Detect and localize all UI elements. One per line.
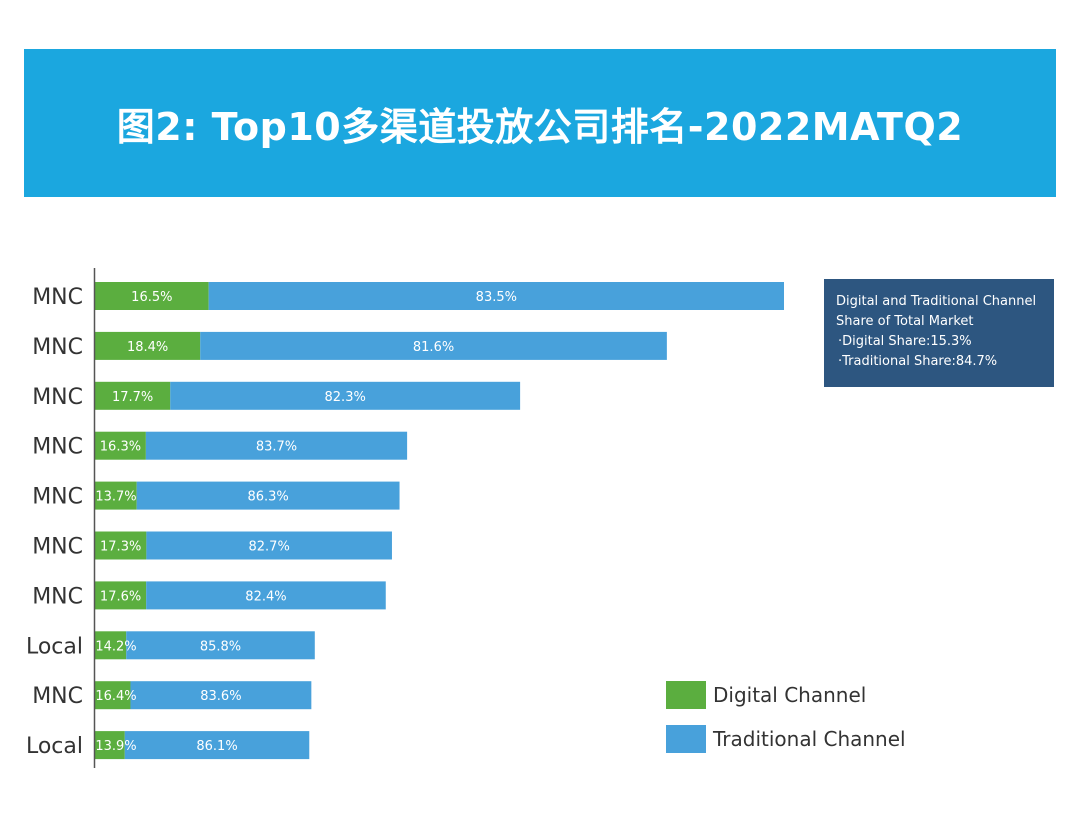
data-label-traditional-2: 81.6% bbox=[413, 340, 454, 355]
bar-traditional-9 bbox=[130, 681, 312, 710]
legend-swatch-traditional bbox=[666, 725, 706, 753]
bar-traditional-1 bbox=[208, 282, 784, 310]
bar-traditional-7 bbox=[146, 581, 386, 610]
data-label-digital-5: 13.7% bbox=[95, 490, 136, 505]
category-label-3: MNC bbox=[32, 385, 83, 410]
bar-traditional-3 bbox=[170, 381, 521, 410]
category-label-8: Local bbox=[26, 634, 83, 659]
data-label-digital-6: 17.3% bbox=[100, 540, 141, 555]
bar-traditional-6 bbox=[146, 531, 392, 560]
bar-digital-8 bbox=[95, 631, 127, 660]
category-label-4: MNC bbox=[32, 435, 83, 460]
bar-digital-9 bbox=[95, 681, 131, 710]
bar-digital-7 bbox=[95, 581, 147, 610]
data-label-traditional-3: 82.3% bbox=[325, 390, 366, 405]
category-label-1: MNC bbox=[32, 285, 83, 310]
data-label-digital-4: 16.3% bbox=[100, 440, 141, 455]
data-label-digital-2: 18.4% bbox=[127, 340, 168, 355]
data-label-traditional-1: 83.5% bbox=[476, 290, 517, 305]
legend-swatch-digital bbox=[666, 681, 706, 709]
data-label-digital-8: 14.2% bbox=[95, 639, 136, 654]
category-label-7: MNC bbox=[32, 584, 83, 609]
data-label-traditional-7: 82.4% bbox=[245, 589, 286, 604]
bar-traditional-8 bbox=[126, 631, 315, 660]
bar-digital-3 bbox=[95, 381, 171, 410]
bar-digital-5 bbox=[95, 481, 137, 510]
legend-label-digital: Digital Channel bbox=[713, 683, 867, 707]
info-box-title-line-2: Share of Total Market bbox=[836, 314, 974, 329]
digital-share-text: ·Digital Share:15.3% bbox=[838, 334, 972, 349]
bar-traditional-5 bbox=[136, 481, 400, 510]
bar-digital-6 bbox=[95, 531, 147, 560]
legend: Digital Channel Traditional Channel bbox=[666, 680, 906, 768]
data-label-traditional-4: 83.7% bbox=[256, 440, 297, 455]
data-label-digital-9: 16.4% bbox=[95, 689, 136, 704]
data-label-digital-10: 13.9% bbox=[95, 739, 136, 754]
bar-digital-2 bbox=[95, 331, 201, 360]
title-banner: 图2: Top10多渠道投放公司排名-2022MATQ2 bbox=[24, 49, 1056, 197]
legend-item-traditional: Traditional Channel bbox=[666, 724, 906, 754]
category-label-5: MNC bbox=[32, 485, 83, 510]
category-label-10: Local bbox=[26, 734, 83, 759]
bar-digital-4 bbox=[95, 431, 146, 460]
market-share-info-box: Digital and Traditional Channel Share of… bbox=[824, 279, 1054, 387]
data-label-traditional-9: 83.6% bbox=[200, 689, 241, 704]
legend-label-traditional: Traditional Channel bbox=[713, 727, 906, 751]
bar-digital-1 bbox=[95, 282, 209, 310]
data-label-digital-7: 17.6% bbox=[100, 589, 141, 604]
chart-title: 图2: Top10多渠道投放公司排名-2022MATQ2 bbox=[116, 104, 964, 149]
bar-traditional-2 bbox=[200, 331, 667, 360]
legend-item-digital: Digital Channel bbox=[666, 680, 906, 710]
bar-digital-10 bbox=[95, 731, 125, 760]
data-label-traditional-8: 85.8% bbox=[200, 639, 241, 654]
category-label-2: MNC bbox=[32, 335, 83, 360]
data-label-digital-1: 16.5% bbox=[131, 290, 172, 305]
bar-traditional-10 bbox=[124, 731, 310, 760]
data-label-traditional-5: 86.3% bbox=[247, 490, 288, 505]
bar-traditional-4 bbox=[145, 431, 408, 460]
info-box-title-line-1: Digital and Traditional Channel bbox=[836, 294, 1037, 309]
data-label-traditional-6: 82.7% bbox=[249, 540, 290, 555]
traditional-share-text: ·Traditional Share:84.7% bbox=[838, 354, 998, 369]
data-label-traditional-10: 86.1% bbox=[196, 739, 237, 754]
category-label-9: MNC bbox=[32, 684, 83, 709]
category-label-6: MNC bbox=[32, 535, 83, 560]
data-label-digital-3: 17.7% bbox=[112, 390, 153, 405]
